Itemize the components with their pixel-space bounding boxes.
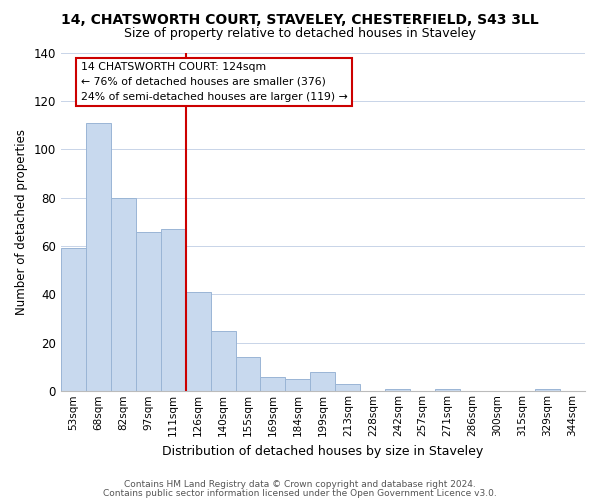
Text: Contains public sector information licensed under the Open Government Licence v3: Contains public sector information licen…	[103, 489, 497, 498]
Bar	[161, 229, 185, 392]
Bar	[185, 292, 211, 392]
Bar	[236, 358, 260, 392]
Bar	[335, 384, 361, 392]
Text: Contains HM Land Registry data © Crown copyright and database right 2024.: Contains HM Land Registry data © Crown c…	[124, 480, 476, 489]
Bar	[111, 198, 136, 392]
Bar	[385, 389, 410, 392]
Bar	[211, 331, 236, 392]
Bar	[286, 379, 310, 392]
Y-axis label: Number of detached properties: Number of detached properties	[15, 129, 28, 315]
Text: 14, CHATSWORTH COURT, STAVELEY, CHESTERFIELD, S43 3LL: 14, CHATSWORTH COURT, STAVELEY, CHESTERF…	[61, 12, 539, 26]
Bar	[435, 389, 460, 392]
Text: Size of property relative to detached houses in Staveley: Size of property relative to detached ho…	[124, 28, 476, 40]
Bar	[535, 389, 560, 392]
X-axis label: Distribution of detached houses by size in Staveley: Distribution of detached houses by size …	[162, 444, 484, 458]
Text: 14 CHATSWORTH COURT: 124sqm
← 76% of detached houses are smaller (376)
24% of se: 14 CHATSWORTH COURT: 124sqm ← 76% of det…	[81, 62, 347, 102]
Bar	[86, 122, 111, 392]
Bar	[310, 372, 335, 392]
Bar	[260, 376, 286, 392]
Bar	[61, 248, 86, 392]
Bar	[136, 232, 161, 392]
